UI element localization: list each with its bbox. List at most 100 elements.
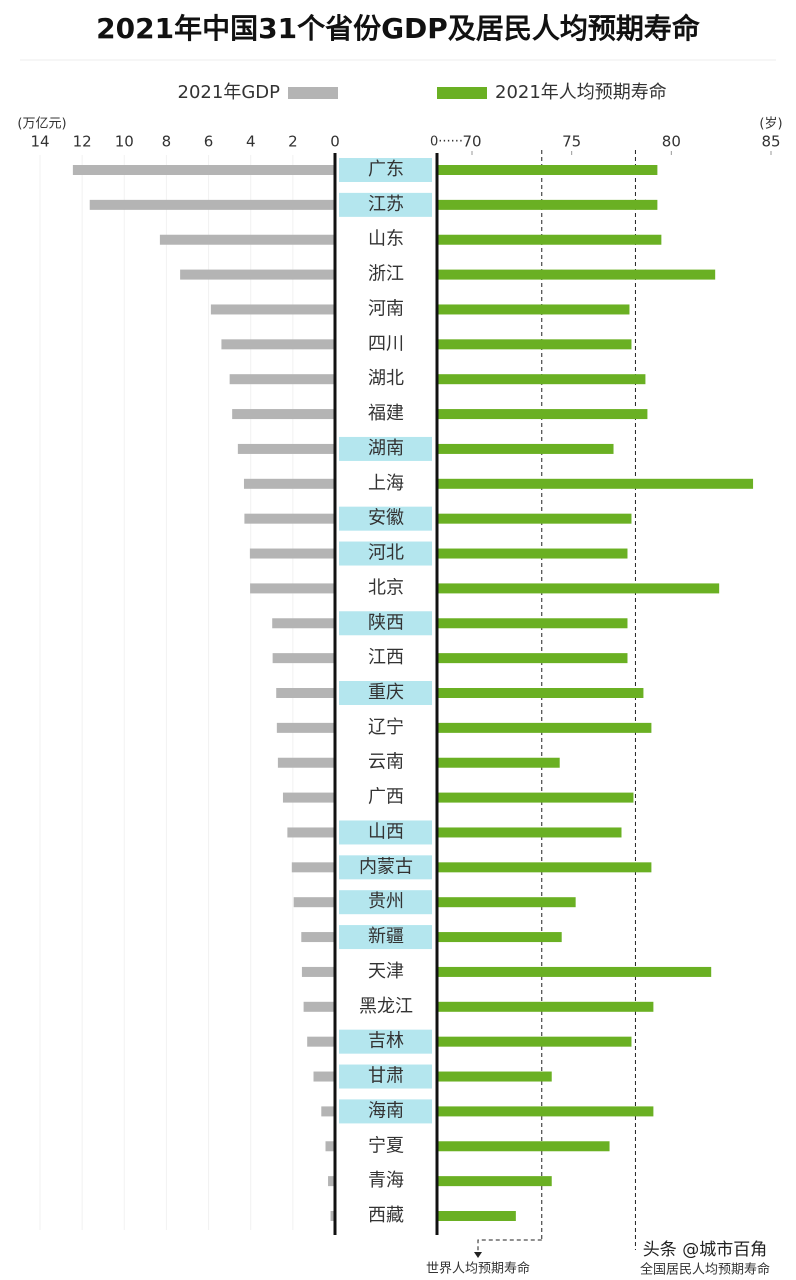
- life-bar: [437, 757, 560, 768]
- category-label: 浙江: [368, 264, 404, 285]
- label-highlight: [339, 506, 432, 531]
- life-bar: [437, 1106, 654, 1117]
- gdp-bar: [325, 1141, 335, 1152]
- life-bar: [437, 827, 622, 838]
- gdp-bar: [277, 757, 335, 768]
- life-bar: [437, 339, 632, 350]
- life-bar: [437, 1071, 552, 1082]
- label-highlight: [339, 436, 432, 461]
- category-label: 河北: [368, 543, 404, 564]
- life-bar: [437, 513, 632, 524]
- category-label: 江苏: [368, 194, 404, 215]
- axis-unit: (万亿元): [17, 117, 66, 132]
- x-tick-label: 12: [73, 133, 92, 151]
- life-bar: [437, 1211, 516, 1221]
- life-bar: [437, 897, 576, 908]
- category-label: 宁夏: [368, 1135, 404, 1156]
- gdp-bar: [249, 548, 335, 559]
- life-bar: [437, 1036, 632, 1047]
- life-bar: [437, 234, 662, 245]
- gdp-bar: [313, 1071, 335, 1082]
- label-highlight: [339, 541, 432, 566]
- category-label: 上海: [368, 473, 404, 494]
- gdp-bar: [89, 199, 335, 210]
- life-bar: [437, 688, 644, 698]
- gdp-bar: [244, 513, 335, 524]
- label-highlight: [339, 1029, 432, 1054]
- gdp-bar: [272, 618, 335, 629]
- category-label: 广东: [368, 159, 404, 180]
- legend-swatch: [288, 87, 338, 99]
- category-label: 天津: [368, 961, 404, 982]
- x-tick-label: 6: [204, 133, 214, 151]
- gdp-bar: [221, 339, 335, 350]
- category-label: 河南: [368, 298, 404, 319]
- label-highlight: [339, 611, 432, 636]
- gdp-bar: [180, 269, 335, 280]
- x-tick-label: 80: [662, 133, 681, 151]
- x-tick-label: 10: [115, 133, 134, 151]
- x-tick-label: 0: [330, 133, 340, 151]
- gdp-bar: [243, 478, 335, 489]
- category-label: 贵州: [368, 891, 404, 912]
- legend-swatch: [437, 87, 487, 99]
- gdp-bar: [321, 1106, 335, 1117]
- life-bar: [437, 862, 652, 873]
- gdp-bar: [303, 1001, 335, 1012]
- category-label: 四川: [368, 333, 404, 354]
- category-label: 陕西: [368, 612, 404, 633]
- life-bar: [437, 1176, 552, 1187]
- arrow-head: [474, 1252, 482, 1258]
- gdp-bar: [276, 722, 335, 733]
- gdp-bar: [307, 1036, 335, 1047]
- life-bar: [437, 1141, 610, 1152]
- gdp-bar: [301, 932, 335, 943]
- gdp-bar: [72, 165, 335, 175]
- category-label: 黑龙江: [359, 996, 413, 1017]
- label-highlight: [339, 158, 432, 182]
- gdp-bar: [237, 443, 335, 454]
- chart-title: 2021年中国31个省份GDP及居民人均预期寿命: [96, 12, 701, 45]
- x-tick-label: 4: [246, 133, 256, 151]
- life-bar: [437, 165, 658, 175]
- category-label: 甘肃: [368, 1066, 404, 1087]
- x-tick-label: 8: [162, 133, 172, 151]
- category-label: 湖北: [368, 368, 404, 389]
- gdp-bar: [328, 1176, 335, 1187]
- x-tick-label: 85: [761, 133, 780, 151]
- legend-label: 2021年GDP: [178, 82, 281, 103]
- life-bar: [437, 618, 628, 629]
- gdp-bar: [282, 792, 335, 803]
- gdp-bar: [287, 827, 335, 838]
- category-label: 江西: [368, 647, 404, 668]
- category-label: 重庆: [368, 682, 404, 703]
- category-label: 山东: [368, 229, 404, 250]
- category-label: 安徽: [368, 508, 404, 529]
- life-bar: [437, 583, 720, 594]
- life-bar: [437, 722, 652, 733]
- label-highlight: [339, 925, 432, 950]
- category-label: 海南: [368, 1100, 404, 1121]
- x-tick-label: 75: [562, 133, 581, 151]
- watermark: 头条 @城市百角: [643, 1240, 767, 1260]
- gdp-bar: [291, 862, 335, 873]
- label-highlight: [339, 820, 432, 845]
- life-bar: [437, 932, 562, 943]
- gdp-bar: [276, 688, 335, 698]
- life-bar: [437, 548, 628, 559]
- category-label: 西藏: [368, 1205, 404, 1226]
- category-label: 内蒙古: [359, 856, 413, 877]
- life-bar: [437, 443, 614, 454]
- gdp-bar: [232, 409, 335, 420]
- gdp-bar: [210, 304, 335, 315]
- gdp-bar: [159, 234, 335, 245]
- category-label: 吉林: [368, 1031, 404, 1052]
- category-label: 新疆: [368, 926, 404, 947]
- life-bar: [437, 792, 634, 803]
- gdp-bar: [272, 653, 335, 664]
- x-tick-label: 2: [288, 133, 298, 151]
- life-bar: [437, 304, 630, 315]
- category-label: 广西: [368, 787, 404, 808]
- label-highlight: [339, 1064, 432, 1089]
